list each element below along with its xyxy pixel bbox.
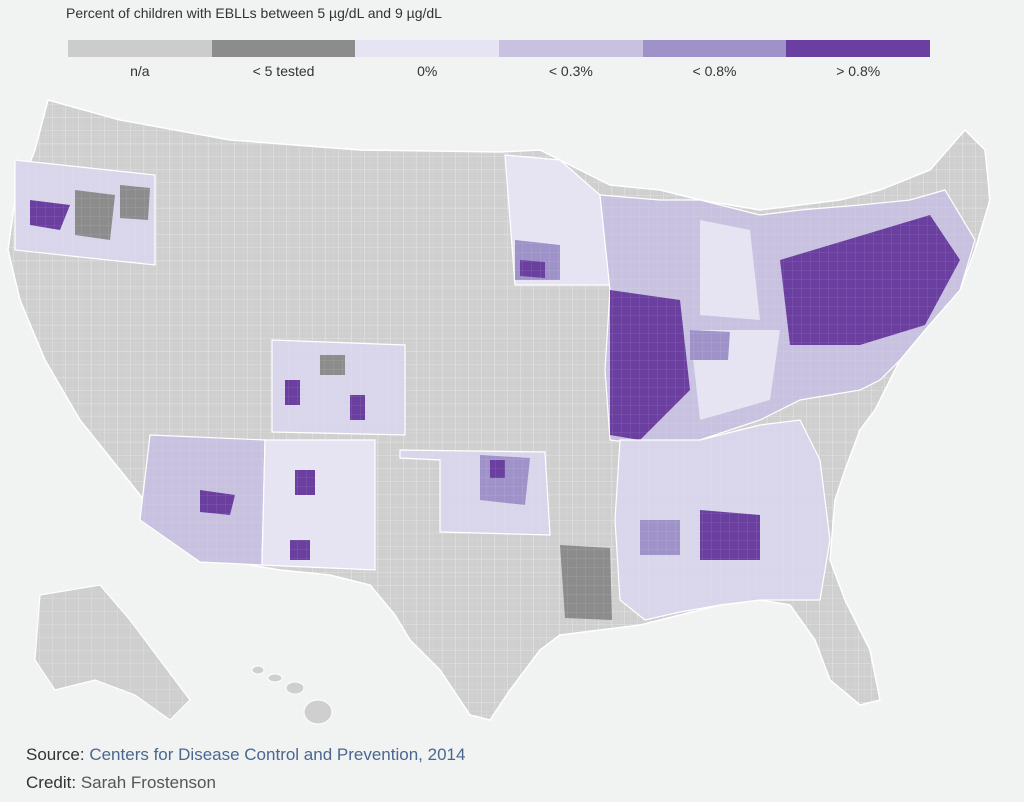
legend-item-under-0-8: < 0.8% [642, 40, 787, 86]
fine-county-lines [0, 95, 1024, 740]
source-link[interactable]: Centers for Disease Control and Preventi… [89, 745, 466, 764]
credit-label: Credit: [26, 773, 77, 792]
legend-item-under-0-3: < 0.3% [499, 40, 643, 86]
legend-swatch [68, 40, 212, 57]
legend-swatch [642, 40, 787, 57]
legend-swatch [499, 40, 643, 57]
legend-label: < 0.3% [548, 63, 593, 79]
legend-swatch [786, 40, 931, 57]
us-county-map [0, 95, 1024, 740]
source-label: Source: [26, 745, 85, 764]
credit-line: Credit: Sarah Frostenson [26, 773, 216, 793]
legend-item-under-5-tested: < 5 tested [211, 40, 356, 86]
legend-label: n/a [130, 63, 150, 79]
legend-swatch [355, 40, 500, 57]
legend-swatch [211, 40, 356, 57]
legend-label: < 0.8% [692, 63, 737, 79]
credit-value: Sarah Frostenson [80, 773, 216, 792]
map-title: Percent of children with EBLLs between 5… [66, 5, 442, 21]
legend-item-over-0-8: > 0.8% [786, 40, 931, 86]
alaska-grid [35, 585, 190, 720]
legend-item-0-percent: 0% [355, 40, 500, 86]
source-line: Source: Centers for Disease Control and … [26, 745, 465, 765]
legend-label: < 5 tested [252, 63, 315, 79]
legend-label: > 0.8% [836, 63, 881, 79]
hawaii-islands [251, 665, 333, 725]
legend: n/a < 5 tested 0% < 0.3% < 0.8% > 0.8% [68, 40, 931, 86]
legend-item-na: n/a [68, 40, 212, 86]
legend-label: 0% [417, 63, 438, 79]
